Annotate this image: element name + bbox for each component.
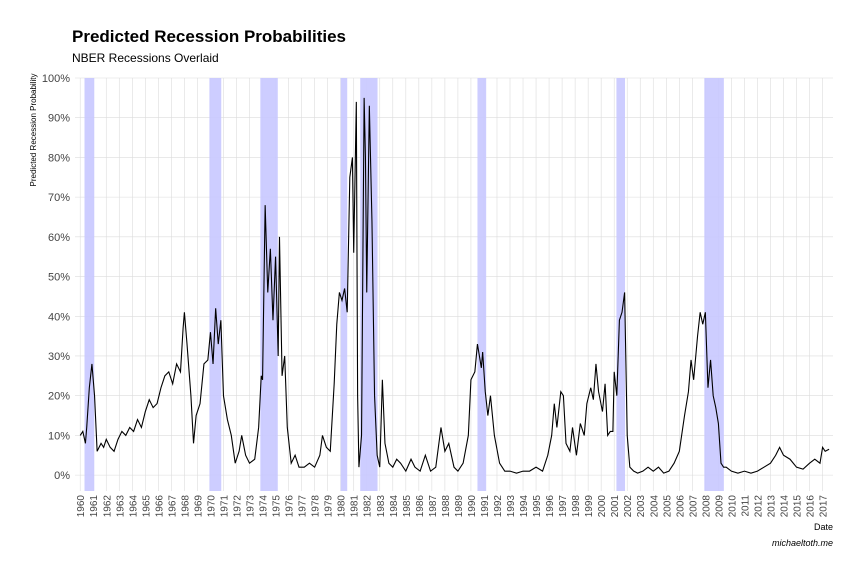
y-tick-label: 80% (48, 152, 70, 164)
x-tick-label: 1965 (141, 495, 152, 518)
recession-band (209, 78, 222, 491)
y-tick-label: 100% (42, 73, 70, 85)
x-tick-label: 1982 (363, 495, 374, 518)
recession-band (260, 78, 278, 491)
x-tick-label: 2011 (740, 495, 751, 517)
x-tick-label: 2007 (688, 495, 699, 518)
x-tick-label: 2005 (662, 495, 673, 518)
y-tick-label: 90% (48, 113, 70, 125)
y-tick-label: 0% (54, 470, 70, 482)
x-tick-label: 1986 (415, 495, 426, 518)
x-tick-label: 1966 (154, 495, 165, 518)
x-tick-label: 1962 (102, 495, 113, 518)
x-tick-label: 1979 (324, 495, 335, 518)
chart-title: Predicted Recession Probabilities (72, 27, 346, 46)
x-tick-label: 1977 (298, 495, 309, 518)
x-tick-label: 1999 (584, 495, 595, 518)
recession-band (477, 78, 487, 491)
x-tick-label: 1983 (376, 495, 387, 518)
x-tick-label: 2001 (610, 495, 621, 518)
x-tick-label: 2017 (819, 495, 830, 518)
y-tick-label: 30% (48, 351, 70, 363)
x-tick-label: 1989 (454, 495, 465, 518)
recession-band (616, 78, 626, 491)
recession-band (84, 78, 95, 491)
x-tick-label: 2009 (714, 495, 725, 518)
x-tick-label: 1968 (180, 495, 191, 518)
y-tick-label: 50% (48, 272, 70, 284)
y-tick-label: 60% (48, 232, 70, 244)
x-tick-label: 1975 (272, 495, 283, 518)
x-tick-label: 2013 (766, 495, 777, 518)
chart-subtitle: NBER Recessions Overlaid (72, 51, 219, 65)
x-tick-label: 1970 (206, 495, 217, 518)
y-tick-label: 20% (48, 391, 70, 403)
x-tick-label: 2014 (780, 495, 791, 518)
x-tick-label: 1995 (532, 495, 543, 518)
x-tick-label: 2006 (675, 495, 686, 518)
x-tick-label: 1974 (259, 495, 270, 518)
x-tick-label: 1960 (76, 495, 87, 518)
x-tick-label: 2004 (649, 495, 660, 518)
probability-line (79, 97, 830, 474)
x-tick-label: 1971 (219, 495, 230, 518)
x-tick-label: 2012 (753, 495, 764, 518)
x-tick-label: 2015 (793, 495, 804, 518)
recession-band (340, 78, 348, 491)
x-tick-label: 1997 (558, 495, 569, 518)
x-tick-label: 1994 (519, 495, 530, 518)
x-tick-label: 2000 (597, 495, 608, 518)
x-tick-label: 1990 (467, 495, 478, 518)
x-tick-label: 1963 (115, 495, 126, 518)
x-tick-label: 1985 (402, 495, 413, 518)
x-tick-label: 1984 (389, 495, 400, 518)
x-tick-label: 2002 (623, 495, 634, 518)
x-tick-label: 2010 (727, 495, 738, 518)
x-tick-label: 1972 (232, 495, 243, 518)
y-tick-label: 10% (48, 430, 70, 442)
caption: michaeltoth.me (772, 538, 833, 548)
x-tick-label: 2003 (636, 495, 647, 518)
y-axis-label: Predicted Recession Probability (29, 74, 38, 187)
recession-band (704, 78, 724, 491)
x-tick-label: 2016 (806, 495, 817, 518)
y-tick-label: 70% (48, 192, 70, 204)
x-tick-label: 1980 (337, 495, 348, 518)
x-tick-label: 1973 (246, 495, 257, 518)
x-axis-label: Date (814, 522, 833, 532)
x-tick-label: 1992 (493, 495, 504, 518)
x-tick-label: 1967 (167, 495, 178, 518)
y-tick-label: 40% (48, 311, 70, 323)
x-tick-label: 2008 (701, 495, 712, 518)
x-tick-label: 1993 (506, 495, 517, 518)
recession-band (360, 78, 378, 491)
x-tick-label: 1988 (441, 495, 452, 518)
x-tick-label: 1976 (285, 495, 296, 518)
x-tick-label: 1961 (89, 495, 100, 518)
x-tick-label: 1978 (311, 495, 322, 518)
x-tick-label: 1996 (545, 495, 556, 518)
x-tick-label: 1991 (480, 495, 491, 518)
x-tick-label: 1987 (428, 495, 439, 518)
x-tick-label: 1964 (128, 495, 139, 518)
x-tick-label: 1969 (193, 495, 204, 518)
x-tick-label: 1998 (571, 495, 582, 518)
x-tick-label: 1981 (350, 495, 361, 518)
